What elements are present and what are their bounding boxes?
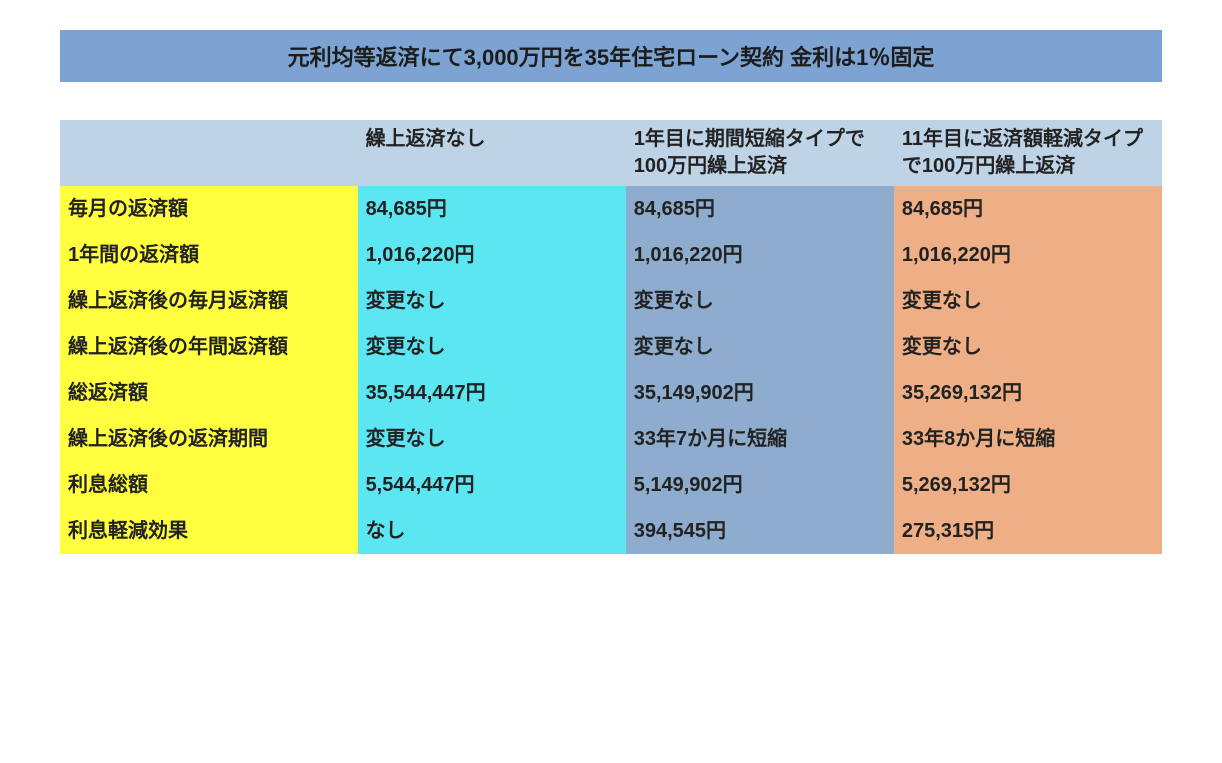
- page-title: 元利均等返済にて3,000万円を35年住宅ローン契約 金利は1％固定: [60, 30, 1162, 82]
- data-cell: 84,685円: [894, 186, 1162, 232]
- row-label: 1年間の返済額: [60, 232, 358, 278]
- data-cell: 変更なし: [894, 324, 1162, 370]
- data-cell: 394,545円: [626, 508, 894, 554]
- title-table-spacer: [60, 82, 1162, 120]
- data-cell: 35,544,447円: [358, 370, 626, 416]
- data-cell: 35,149,902円: [626, 370, 894, 416]
- data-cell: 変更なし: [358, 416, 626, 462]
- loan-comparison-table: 繰上返済なし1年目に期間短縮タイプで100万円繰上返済11年目に返済額軽減タイプ…: [60, 120, 1162, 554]
- table-row: 繰上返済後の年間返済額変更なし変更なし変更なし: [60, 324, 1162, 370]
- data-cell: 変更なし: [626, 324, 894, 370]
- row-label: 利息総額: [60, 462, 358, 508]
- table-row: 毎月の返済額84,685円84,685円84,685円: [60, 186, 1162, 232]
- data-cell: 33年7か月に短縮: [626, 416, 894, 462]
- data-cell: 1,016,220円: [894, 232, 1162, 278]
- data-cell: なし: [358, 508, 626, 554]
- data-cell: 33年8か月に短縮: [894, 416, 1162, 462]
- data-cell: 変更なし: [626, 278, 894, 324]
- data-cell: 変更なし: [358, 324, 626, 370]
- table-header-empty: [60, 120, 358, 186]
- data-cell: 35,269,132円: [894, 370, 1162, 416]
- row-label: 総返済額: [60, 370, 358, 416]
- table-row: 利息総額5,544,447円5,149,902円5,269,132円: [60, 462, 1162, 508]
- row-label: 繰上返済後の年間返済額: [60, 324, 358, 370]
- data-cell: 5,544,447円: [358, 462, 626, 508]
- data-cell: 275,315円: [894, 508, 1162, 554]
- data-cell: 5,269,132円: [894, 462, 1162, 508]
- table-row: 繰上返済後の毎月返済額変更なし変更なし変更なし: [60, 278, 1162, 324]
- table-header-col: 1年目に期間短縮タイプで100万円繰上返済: [626, 120, 894, 186]
- table-row: 総返済額35,544,447円35,149,902円35,269,132円: [60, 370, 1162, 416]
- row-label: 毎月の返済額: [60, 186, 358, 232]
- row-label: 利息軽減効果: [60, 508, 358, 554]
- data-cell: 84,685円: [358, 186, 626, 232]
- table-header-col: 繰上返済なし: [358, 120, 626, 186]
- row-label: 繰上返済後の毎月返済額: [60, 278, 358, 324]
- table-row: 利息軽減効果なし394,545円275,315円: [60, 508, 1162, 554]
- data-cell: 1,016,220円: [358, 232, 626, 278]
- row-label: 繰上返済後の返済期間: [60, 416, 358, 462]
- data-cell: 84,685円: [626, 186, 894, 232]
- table-header-col: 11年目に返済額軽減タイプで100万円繰上返済: [894, 120, 1162, 186]
- table-row: 繰上返済後の返済期間変更なし33年7か月に短縮33年8か月に短縮: [60, 416, 1162, 462]
- table-header-row: 繰上返済なし1年目に期間短縮タイプで100万円繰上返済11年目に返済額軽減タイプ…: [60, 120, 1162, 186]
- data-cell: 5,149,902円: [626, 462, 894, 508]
- data-cell: 変更なし: [358, 278, 626, 324]
- table-row: 1年間の返済額1,016,220円1,016,220円1,016,220円: [60, 232, 1162, 278]
- data-cell: 変更なし: [894, 278, 1162, 324]
- data-cell: 1,016,220円: [626, 232, 894, 278]
